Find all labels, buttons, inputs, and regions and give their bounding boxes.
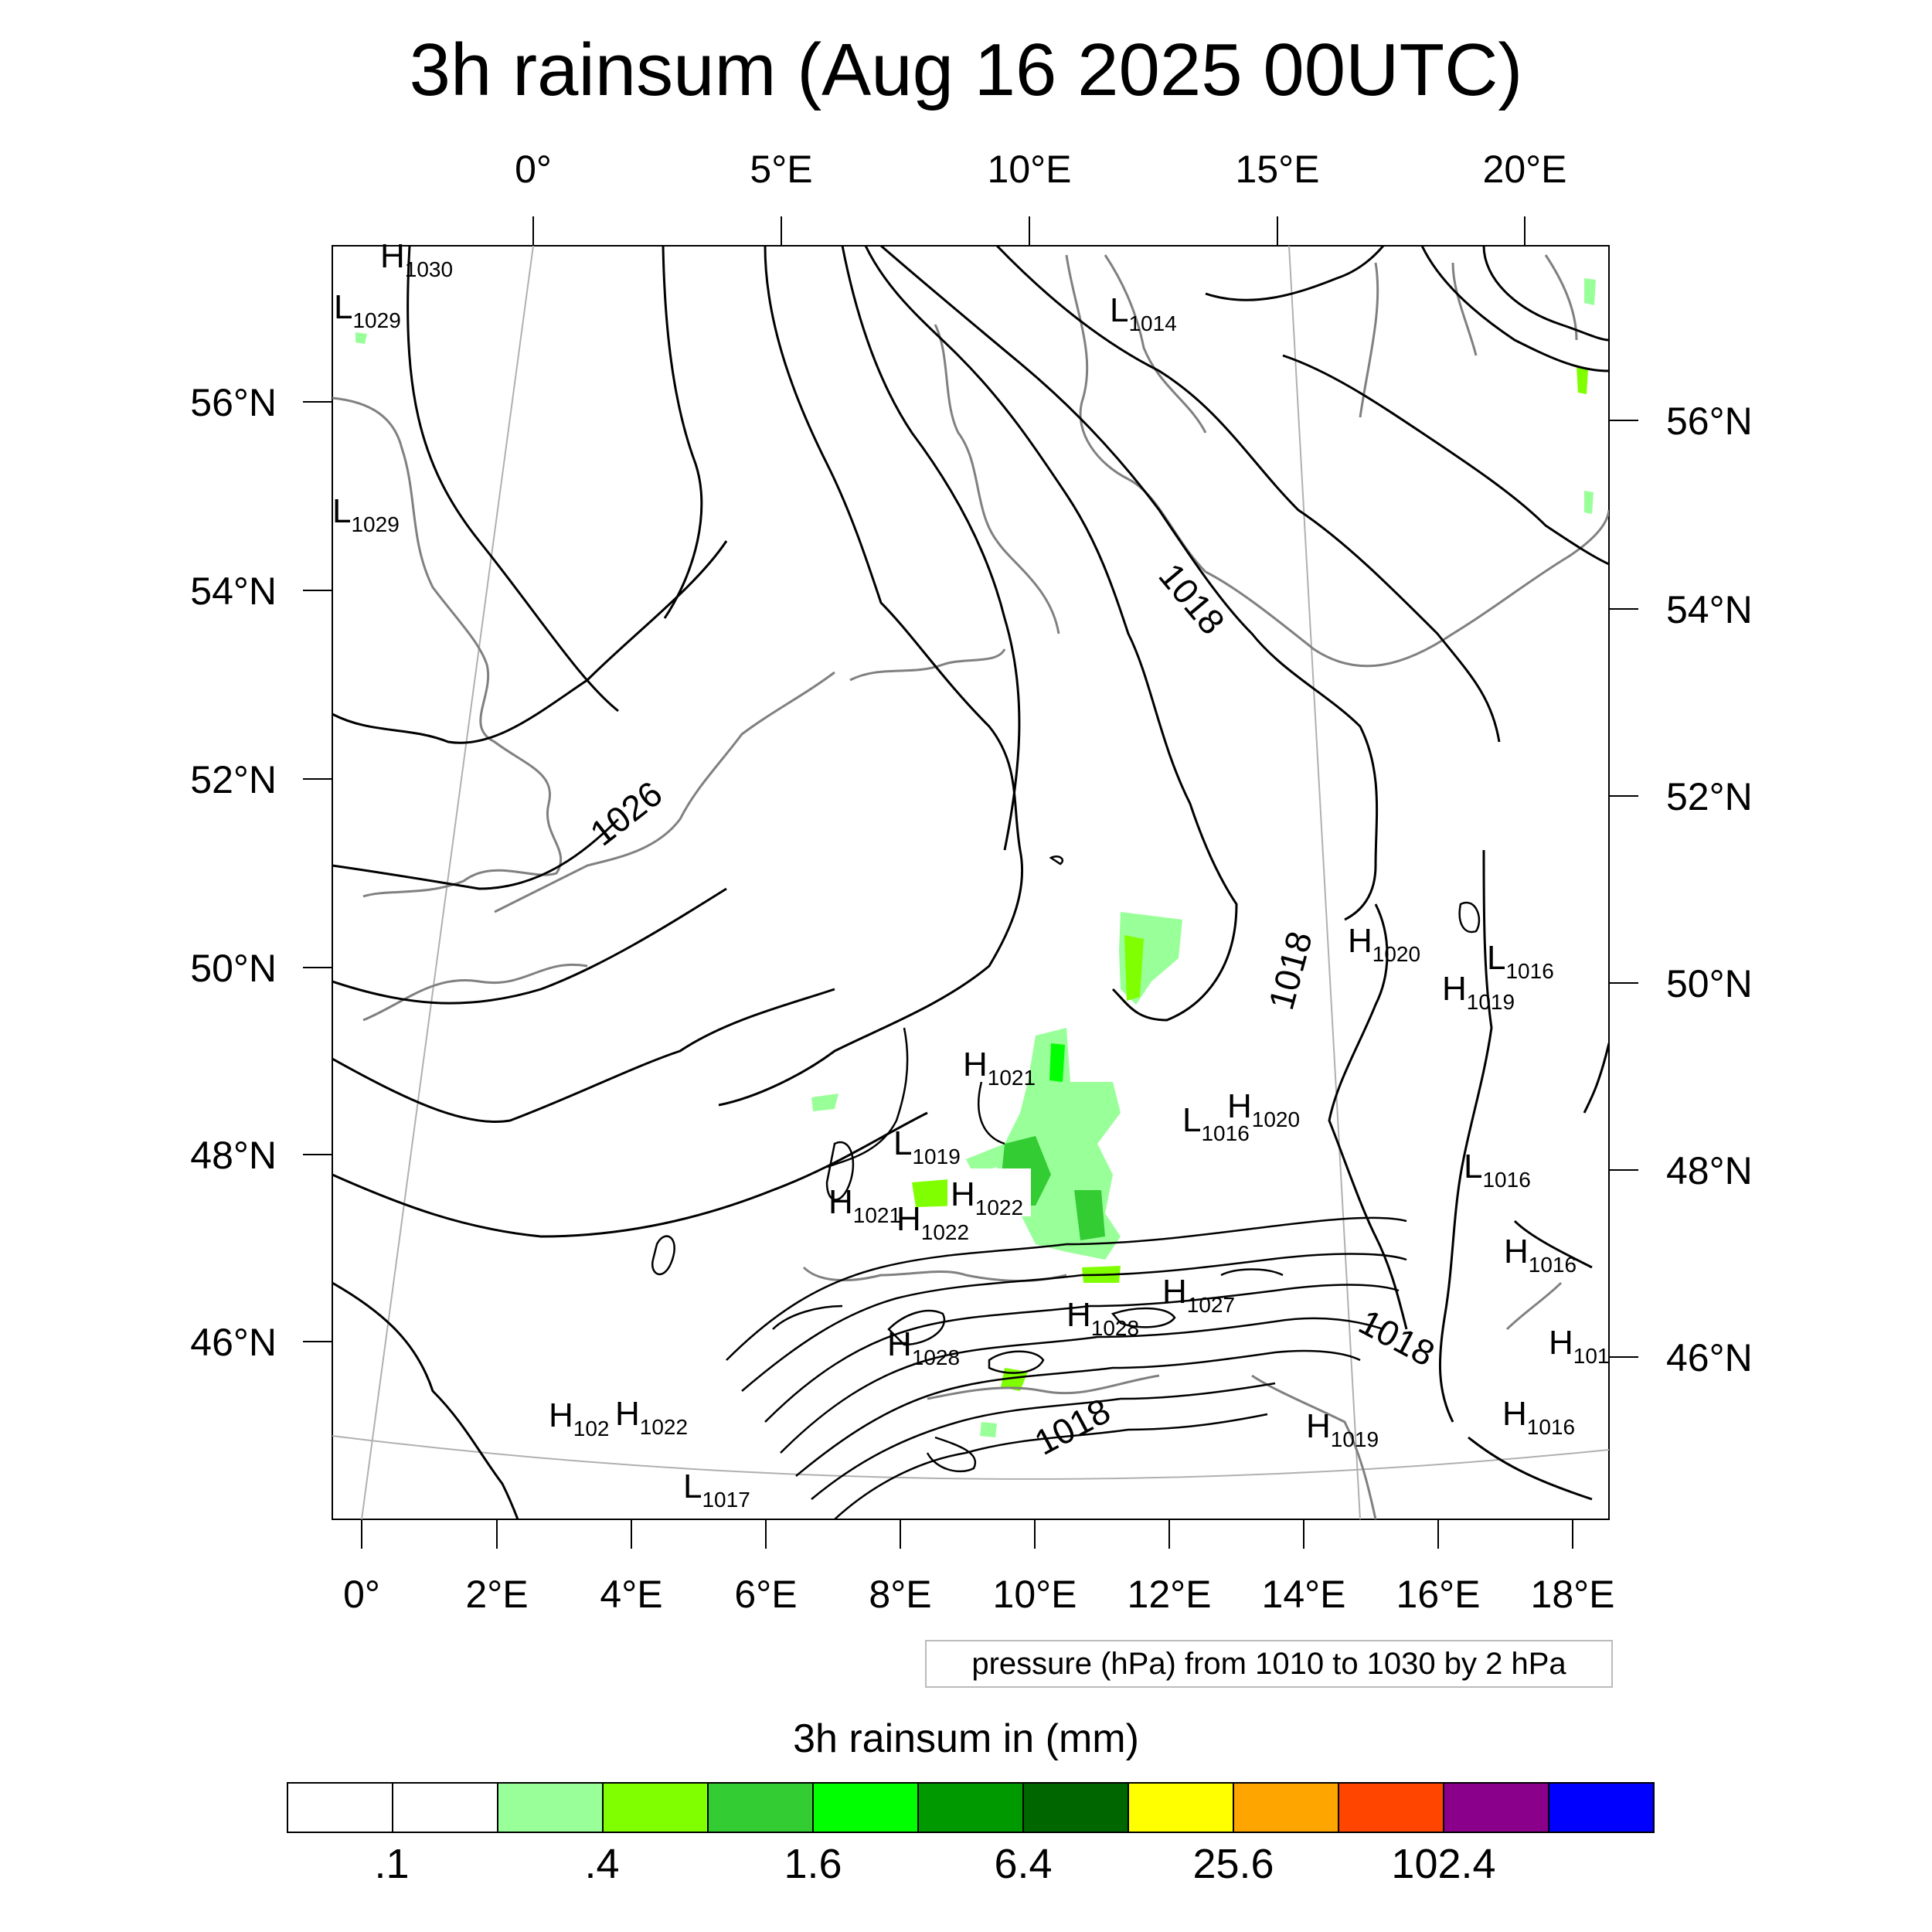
colorbar-segment (1024, 1784, 1129, 1832)
rain-patch (811, 1094, 838, 1111)
colorbar-segment (814, 1784, 919, 1832)
lon-label: 0° (343, 1573, 380, 1616)
lon-label: 14°E (1262, 1573, 1346, 1616)
pressure-center: L1014 (1110, 291, 1177, 335)
colorbar-segment (919, 1784, 1024, 1832)
lat-label: 48°N (1666, 1149, 1753, 1192)
colorbar-label: 102.4 (1391, 1841, 1496, 1887)
colorbar-segment (1444, 1784, 1549, 1832)
top-lon-labels: 0° 5°E 10°E 15°E 20°E (515, 148, 1566, 191)
rain-patch (1074, 1190, 1105, 1240)
lat-label: 54°N (1666, 588, 1753, 631)
left-lat-labels: 56°N 54°N 52°N 50°N 48°N 46°N (190, 381, 277, 1364)
pressure-center: H1027 (1162, 1273, 1235, 1317)
bottom-lon-labels: 0° 2°E 4°E 6°E 8°E 10°E 12°E 14°E 16°E 1… (343, 1573, 1614, 1616)
rain-patch (1577, 367, 1588, 394)
legend-title: 3h rainsum in (mm) (793, 1716, 1139, 1761)
map-ticks (303, 216, 1638, 1549)
pressure-center: H1020 (1348, 922, 1420, 966)
pressure-center: H1019 (1442, 970, 1515, 1014)
pressure-center: H1028 (887, 1325, 960, 1369)
lon-label: 0° (515, 148, 552, 191)
colorbar-segment (393, 1784, 498, 1832)
rain-patch (1584, 278, 1596, 305)
lon-label: 12°E (1128, 1573, 1212, 1616)
pressure-center: H101 (1549, 1324, 1610, 1368)
colorbar-segment (498, 1784, 604, 1832)
lat-label: 50°N (1666, 962, 1753, 1005)
colorbar-segment (604, 1784, 709, 1832)
pressure-center: H1030 (380, 237, 453, 281)
lon-label: 10°E (993, 1573, 1077, 1616)
pressure-center: L1016 (1487, 939, 1554, 983)
pressure-center: H1022 (896, 1200, 969, 1244)
rain-patch (355, 332, 367, 344)
alpine-contours (651, 855, 1481, 1519)
pressure-center: H1022 (951, 1175, 1023, 1219)
colorbar-segment (1129, 1784, 1234, 1832)
pressure-center: L1016 (1182, 1101, 1250, 1145)
colorbar-label: 1.6 (784, 1841, 842, 1887)
lat-label: 48°N (190, 1134, 277, 1177)
colorbar-label: 6.4 (994, 1841, 1053, 1887)
colorbar-segment (1234, 1784, 1339, 1832)
lat-label: 46°N (190, 1321, 277, 1364)
lat-label: 56°N (1666, 400, 1753, 443)
pressure-center: L1019 (893, 1124, 961, 1168)
lat-label: 56°N (190, 381, 277, 424)
lon-label: 6°E (734, 1573, 797, 1616)
pressure-center: L1016 (1464, 1148, 1531, 1192)
lon-label: 4°E (600, 1573, 662, 1616)
pressure-centers: H1030 L1029 L1029 L1014 H1020 L1016 H101… (332, 237, 1610, 1512)
lat-label: 46°N (1666, 1336, 1753, 1379)
pressure-center: H1020 (1227, 1087, 1300, 1131)
lat-label: 52°N (190, 758, 277, 801)
pressure-center: H1016 (1502, 1395, 1575, 1439)
lon-label: 10°E (988, 148, 1072, 191)
pressure-center: H1019 (1306, 1407, 1379, 1451)
colorbar-label: .1 (374, 1841, 410, 1887)
rain-patch (1584, 491, 1594, 514)
lon-label: 5°E (750, 148, 812, 191)
pressure-center: H1028 (1066, 1296, 1139, 1340)
pressure-center: L1017 (683, 1468, 750, 1512)
contour-info-box: pressure (hPa) from 1010 to 1030 by 2 hP… (925, 1640, 1613, 1688)
colorbar-segment (288, 1784, 393, 1832)
lat-label: 54°N (190, 570, 277, 613)
pressure-center: H1022 (615, 1395, 688, 1439)
lon-label: 15°E (1236, 148, 1320, 191)
colorbar-segment (1339, 1784, 1444, 1832)
pressure-center: H102 (549, 1396, 610, 1440)
map-title: 3h rainsum (Aug 16 2025 00UTC) (409, 29, 1523, 111)
right-lat-labels: 56°N 54°N 52°N 50°N 48°N 46°N (1666, 400, 1753, 1379)
lat-label: 50°N (190, 947, 277, 990)
pressure-center: H1016 (1504, 1233, 1577, 1277)
colorbar-label: 25.6 (1192, 1841, 1274, 1887)
colorbar-segment (1549, 1784, 1653, 1832)
rain-patch (1049, 1043, 1065, 1082)
lon-label: 16°E (1396, 1573, 1481, 1616)
lon-label: 20°E (1483, 148, 1567, 191)
pressure-center: L1029 (332, 492, 400, 536)
pressure-center: H1021 (828, 1183, 901, 1227)
colorbar (287, 1782, 1655, 1833)
lon-label: 8°E (869, 1573, 931, 1616)
rain-patch (980, 1422, 997, 1437)
lat-label: 52°N (1666, 775, 1753, 818)
lon-label: 18°E (1531, 1573, 1615, 1616)
lon-label: 2°E (465, 1573, 528, 1616)
isobars (332, 246, 1609, 1519)
pressure-center: H1021 (963, 1046, 1036, 1090)
colorbar-label: .4 (584, 1841, 620, 1887)
colorbar-segment (709, 1784, 814, 1832)
pressure-center: L1029 (334, 288, 401, 332)
rain-patch (1124, 935, 1144, 1001)
